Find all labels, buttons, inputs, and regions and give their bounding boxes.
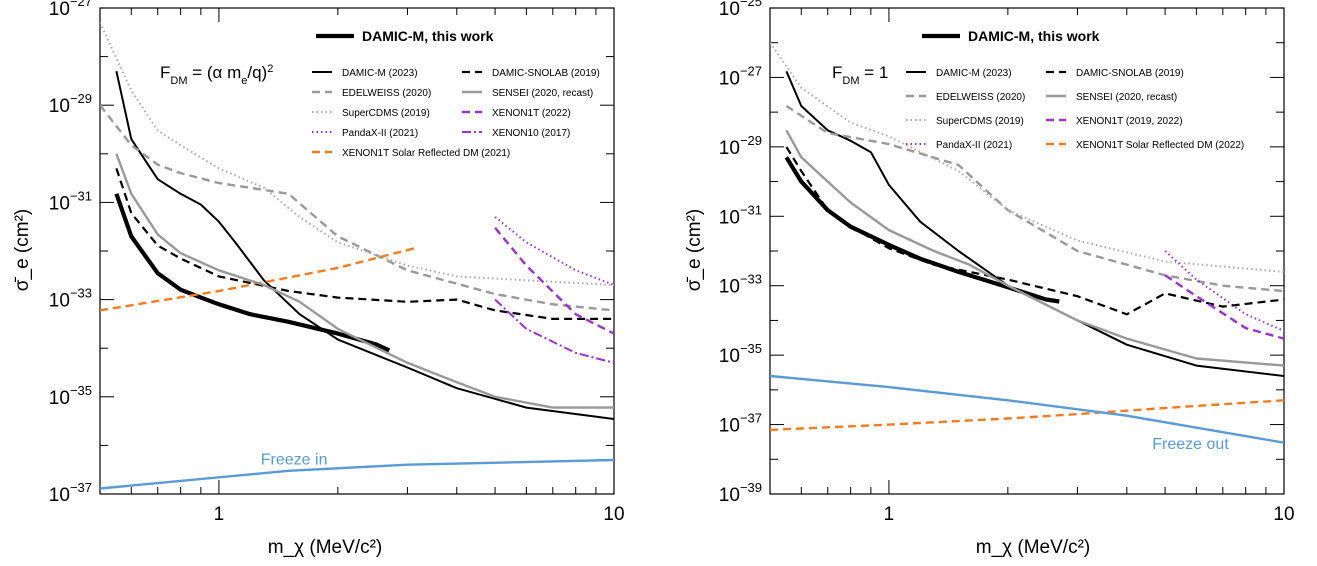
right-series-line-xenon1t-solar-reflected-dm-2022 [770,399,1284,432]
right-series-line-edelweiss-2020 [785,104,1284,293]
left-y-tick-label: 10−37 [49,480,92,506]
left-series-line-damic-m-this-work [114,193,391,353]
right-legend-label: DAMIC-SNOLAB (2019) [1076,68,1184,79]
left-series-line-damic-m-2023 [115,70,614,420]
right-x-tick-label: 10 [1273,504,1294,525]
left-y-tick-label: 10−29 [49,91,92,117]
left-legend-label: EDELWEISS (2020) [342,88,431,99]
right-legend-label: XENON1T (2019, 2022) [1076,116,1183,127]
right-legend-label: SuperCDMS (2019) [936,116,1024,127]
left-series-line-sensei-2020-recast [115,153,614,409]
right-annotation-label: Freeze out [1152,436,1229,453]
right-legend: DAMIC-M, this work DAMIC-M (2023) EDELWEIS… [906,28,1244,151]
right-y-tick-label: 10−35 [719,341,762,367]
right-y-tick-label: 10−31 [719,202,762,228]
left-y-tick-label: 10−31 [49,188,92,214]
left-legend-label: SENSEI (2020, recast) [492,88,593,99]
left-series-line-relic-target [100,458,614,490]
left-legend-label: SuperCDMS (2019) [342,108,430,119]
right-form-factor-label: FDM = 1 [832,63,888,87]
left-series-line-pandax-ii-2021 [494,216,614,286]
left-x-axis-label: m_χ (MeV/c²) [268,537,382,558]
left-legend-label: PandaX-II (2021) [342,128,418,139]
right-series-line-supercdms-2019 [770,42,1284,273]
left-series-line-supercdms-2019 [100,22,614,286]
right-y-tick-label: 10−27 [719,63,762,89]
left-form-factor-label: FDM = (α me/q)2 [160,63,273,87]
right-y-tick-label: 10−39 [719,480,762,506]
right-y-tick-label: 10−25 [719,0,762,20]
left-y-tick-label: 10−35 [49,383,92,409]
right-legend-label: DAMIC-M (2023) [936,68,1012,79]
left-series-line-damic-snolab-2019 [115,168,614,320]
left-legend-label: DAMIC-M (2023) [342,68,418,79]
left-y-tick-label: 10−27 [49,0,92,20]
right-y-tick-label: 10−29 [719,133,762,159]
left-legend-label: XENON1T Solar Reflected DM (2021) [342,148,510,159]
right-series-line-damic-m-this-work [784,156,1060,304]
right-y-tick-label: 10−33 [719,272,762,298]
left-legend-label: DAMIC-SNOLAB (2019) [492,68,600,79]
right-x-axis-label: m_χ (MeV/c²) [976,537,1090,558]
right-legend-label: PandaX-II (2021) [936,140,1012,151]
left-series-line-edelweiss-2020 [100,104,614,312]
right-series-line-sensei-2020-recast [785,129,1284,367]
right-legend-label: EDELWEISS (2020) [936,92,1025,103]
left-y-tick-label: 10−33 [49,286,92,312]
right-legend-headline: DAMIC-M, this work [968,28,1100,44]
left-x-tick-label: 10 [603,504,624,525]
right-series-line-damic-m-2023 [785,70,1284,377]
right-y-axis-label: σ̄_e (cm²) [684,209,705,291]
right-panel: FDM = 1 σ̄_e (cm²) m_χ (MeV/c²) 1 10 10−39… [684,0,1295,558]
left-panel: FDM = (α me/q)2 σ̄_e (cm²) m_χ (MeV/c²) … [12,0,625,558]
right-y-tick-label: 10−37 [719,411,762,437]
right-series-line-pandax-ii-2021 [1164,250,1284,332]
left-series-line-xenon10-2017 [494,298,614,364]
left-legend-label: XENON10 (2017) [492,128,570,139]
right-x-tick-label: 1 [884,504,895,525]
left-y-axis-label: σ̄_e (cm²) [12,209,33,291]
left-annotation-label: Freeze in [261,452,328,469]
right-series-line-relic-target [770,374,1284,444]
right-legend-label: XENON1T Solar Reflected DM (2022) [1076,140,1244,151]
right-legend-label: SENSEI (2020, recast) [1076,92,1177,103]
left-legend: DAMIC-M, this work DAMIC-M (2023) EDELWEIS… [312,28,600,159]
left-series-line-xenon1t-2022 [494,227,614,335]
left-legend-headline: DAMIC-M, this work [362,28,494,44]
right-series-line-xenon1t-2019-2022 [1164,274,1284,340]
left-legend-label: XENON1T (2022) [492,108,571,119]
left-x-tick-label: 1 [214,504,225,525]
